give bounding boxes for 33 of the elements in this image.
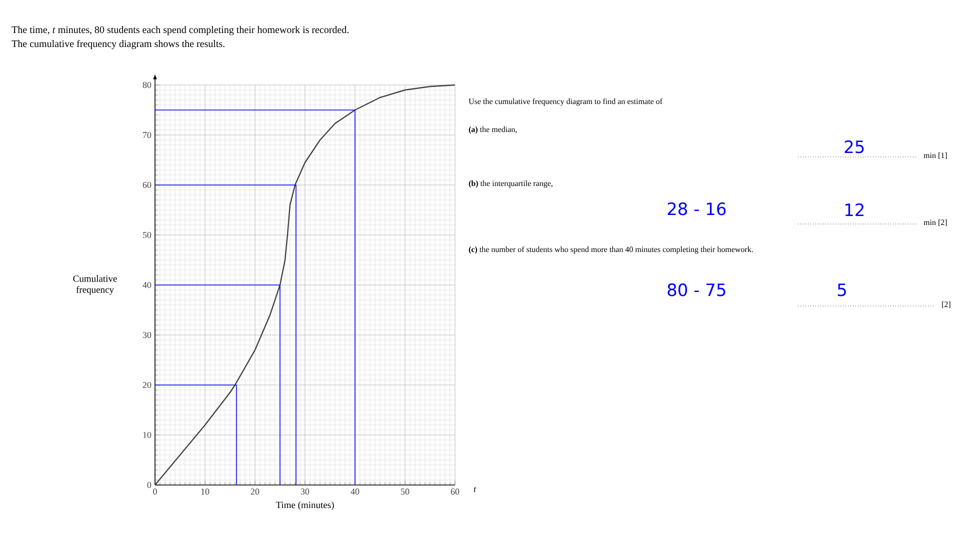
x-tick-label: 10 <box>201 488 210 495</box>
x-axis-title: Time (minutes) <box>276 501 334 510</box>
y-tick-label: 80 <box>142 82 152 88</box>
text: min [1] <box>924 152 947 160</box>
chart-subtitle: The cumulative frequency diagram shows the results. <box>12 40 224 50</box>
text: min [2] <box>924 219 947 226</box>
chart-title: The time, t minutes, 80 students each spend completing their homework is recorded. <box>12 26 349 36</box>
text: (a) the median, <box>468 126 517 134</box>
text: Use the cumulative frequency diagram to find an estimate of <box>468 98 662 106</box>
y-axis-title: Cumulative frequency <box>73 275 117 295</box>
text: t <box>474 486 476 492</box>
x-tick-label: 40 <box>350 488 360 495</box>
x-tick-label: 30 <box>300 488 310 495</box>
y-tick-label: 20 <box>142 382 152 388</box>
text: 80 - 75 <box>668 283 726 296</box>
text: 25 <box>844 140 864 154</box>
text: 12 <box>845 203 864 216</box>
text: (c) the number of students who spend more than 40 minutes completing their homework. <box>468 246 753 254</box>
y-tick-label: 60 <box>142 182 152 188</box>
y-tick-label: 70 <box>143 132 152 138</box>
y-tick-label: 50 <box>142 232 152 238</box>
text: (b) the interquartile range, <box>468 180 552 188</box>
y-tick-label: 0 <box>147 482 152 488</box>
x-tick-label: 60 <box>450 488 460 495</box>
x-tick-label: 0 <box>153 488 157 495</box>
x-tick-label: 20 <box>250 488 260 495</box>
y-tick-label: 10 <box>143 432 152 438</box>
text: [2] <box>942 301 950 308</box>
text: 5 <box>838 284 846 296</box>
y-tick-label: 30 <box>142 332 152 338</box>
text: 28 - 16 <box>668 202 726 216</box>
y-tick-label: 40 <box>142 282 152 288</box>
x-tick-label: 50 <box>401 488 410 495</box>
